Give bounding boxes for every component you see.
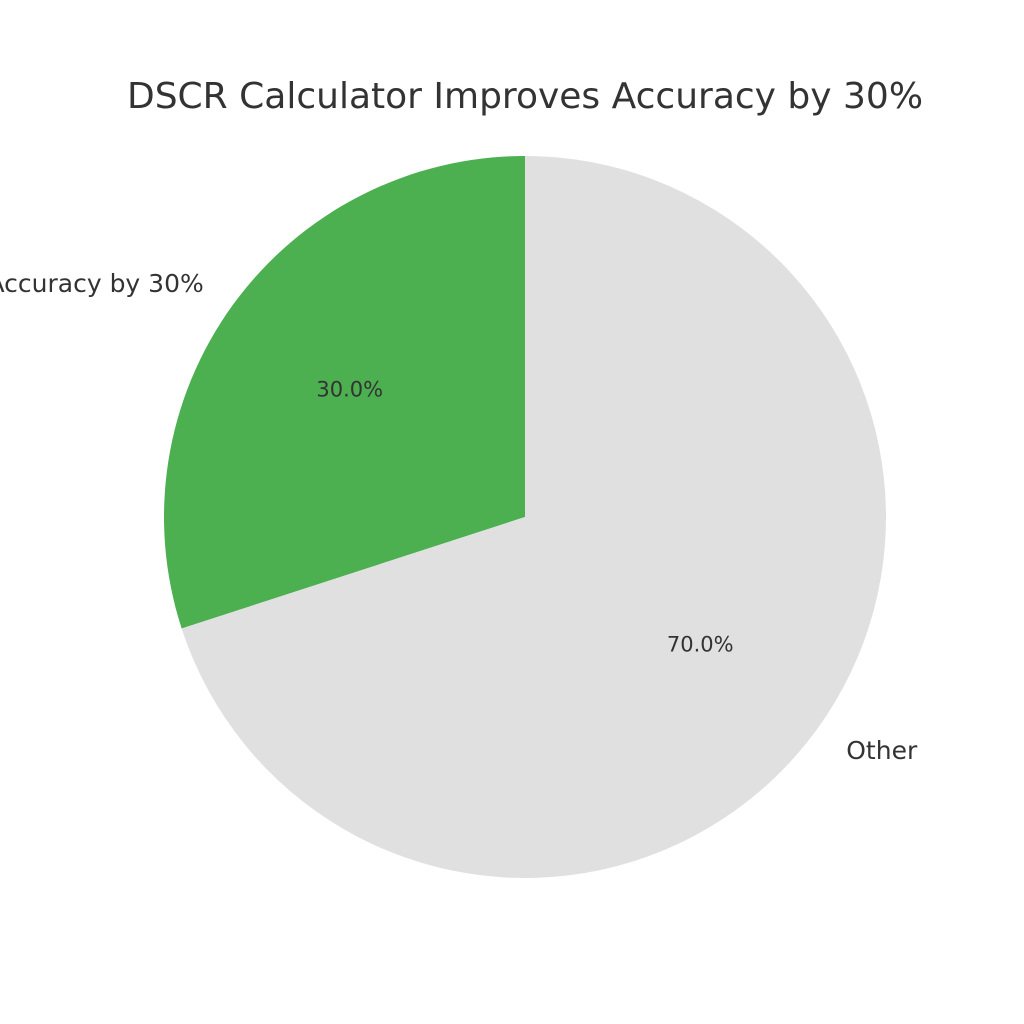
pie-percent-label-1: 70.0% [667,632,734,656]
pie-slices [163,156,887,879]
pie-slice-1 [181,156,887,879]
pie-percent-label-0: 30.0% [316,378,383,402]
pie-slice-label-1: Other [846,736,918,765]
chart-title: DSCR Calculator Improves Accuracy by 30% [127,76,923,117]
pie-slice-0 [163,156,525,629]
pie-labels: 30.0% DSCR Calculator Improves Accuracy b… [0,269,918,765]
pie-slice-label-0: DSCR Calculator Improves Accuracy by 30% [0,269,204,298]
